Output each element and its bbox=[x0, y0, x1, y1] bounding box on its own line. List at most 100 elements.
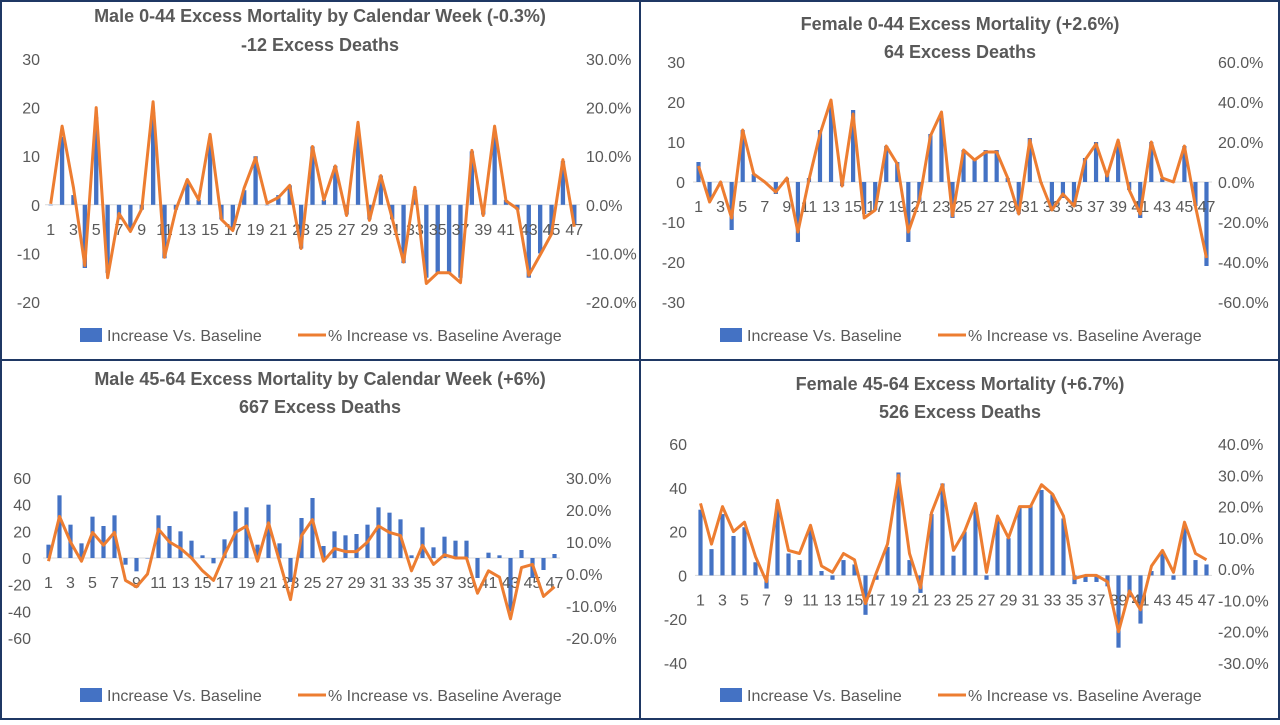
bar bbox=[376, 507, 381, 558]
y-right-tick-label: -20.0% bbox=[566, 631, 617, 648]
x-tick-label: 47 bbox=[546, 575, 564, 592]
x-tick-label: 7 bbox=[110, 575, 119, 592]
x-tick-label: 11 bbox=[150, 575, 167, 592]
y-left-tick-label: 10 bbox=[667, 135, 685, 152]
x-tick-label: 1 bbox=[694, 199, 703, 216]
x-tick-label: 43 bbox=[520, 222, 538, 239]
bar bbox=[775, 503, 780, 576]
bar bbox=[255, 544, 260, 558]
bar bbox=[1116, 142, 1121, 182]
bar bbox=[885, 546, 890, 576]
bar bbox=[1204, 564, 1209, 576]
bar bbox=[828, 106, 834, 182]
chart-female-0-44: Female 0-44 Excess Mortality (+2.6%) 64 E… bbox=[662, 14, 1269, 345]
bar bbox=[863, 575, 868, 615]
bar bbox=[321, 199, 327, 205]
bar bbox=[424, 204, 429, 278]
bar bbox=[401, 204, 406, 264]
x-tick-label: 29 bbox=[999, 199, 1017, 216]
x-tick-label: 5 bbox=[740, 592, 749, 609]
bar bbox=[464, 540, 469, 558]
x-tick-label: 31 bbox=[1022, 592, 1040, 609]
bar bbox=[1028, 505, 1033, 576]
y-right-tick-label: -40.0% bbox=[1218, 255, 1269, 272]
legend-line-label: % Increase vs. Baseline Average bbox=[968, 328, 1202, 345]
bar bbox=[387, 512, 392, 558]
bar bbox=[492, 131, 497, 205]
bar bbox=[707, 182, 712, 198]
y-left-tick-label: -20 bbox=[8, 578, 31, 595]
bar bbox=[795, 182, 801, 242]
legend-bar-label: Increase Vs. Baseline bbox=[747, 688, 902, 705]
bar bbox=[862, 182, 867, 214]
x-tick-label: 27 bbox=[338, 222, 356, 239]
x-tick-label: 39 bbox=[458, 575, 476, 592]
x-tick-label: 43 bbox=[1154, 592, 1172, 609]
x-tick-label: 15 bbox=[194, 575, 212, 592]
y-right-tick-label: 10.0% bbox=[566, 535, 611, 552]
y-right-tick-label: 10.0% bbox=[586, 149, 631, 166]
bar bbox=[940, 483, 945, 576]
bar bbox=[1027, 138, 1032, 182]
x-tick-label: 1 bbox=[46, 222, 55, 239]
y-left-tick-label: 0 bbox=[31, 198, 40, 215]
x-tick-label: 37 bbox=[1088, 592, 1106, 609]
bar bbox=[1160, 551, 1165, 576]
bar bbox=[526, 204, 531, 278]
x-tick-label: 7 bbox=[115, 222, 124, 239]
x-tick-label: 35 bbox=[1066, 592, 1084, 609]
y-left-tick-label: -10 bbox=[662, 215, 685, 232]
x-tick-label: 13 bbox=[824, 592, 842, 609]
x-tick-label: 3 bbox=[66, 575, 75, 592]
x-tick-label: 21 bbox=[260, 575, 278, 592]
y-left-tick-label: 60 bbox=[669, 437, 687, 454]
bar bbox=[310, 498, 315, 558]
x-tick-label: 9 bbox=[784, 592, 793, 609]
bar bbox=[101, 526, 106, 558]
y-right-tick-label: 30.0% bbox=[586, 52, 631, 69]
y-left-tick-label: 20 bbox=[667, 95, 685, 112]
bar bbox=[298, 204, 304, 249]
bar bbox=[1061, 518, 1066, 576]
frame-divider-horizontal bbox=[0, 359, 1280, 361]
chart-title: Female 45-64 Excess Mortality (+6.7%) bbox=[796, 374, 1125, 394]
x-tick-label: 47 bbox=[565, 222, 583, 239]
y-left-tick-label: 20 bbox=[13, 524, 31, 541]
bar bbox=[786, 553, 791, 576]
bar bbox=[128, 204, 133, 230]
x-tick-label: 25 bbox=[304, 575, 322, 592]
bar bbox=[162, 204, 167, 259]
y-right-tick-label: -20.0% bbox=[1218, 215, 1269, 232]
bar bbox=[486, 552, 491, 558]
y-left-tick-label: 40 bbox=[669, 481, 687, 498]
x-tick-label: 45 bbox=[1176, 592, 1194, 609]
series-line bbox=[49, 100, 576, 285]
x-tick-label: 27 bbox=[978, 592, 996, 609]
x-tick-label: 9 bbox=[132, 575, 141, 592]
bar bbox=[995, 518, 1000, 576]
y-left-tick-label: 30 bbox=[667, 55, 685, 72]
bar bbox=[79, 543, 84, 558]
bar bbox=[753, 562, 758, 576]
y-left-tick-label: -40 bbox=[664, 656, 687, 673]
bar bbox=[537, 204, 543, 254]
bar bbox=[59, 136, 65, 205]
bar bbox=[896, 472, 901, 576]
bar bbox=[994, 150, 999, 182]
bar bbox=[48, 204, 53, 206]
bar bbox=[1017, 507, 1022, 576]
bar bbox=[244, 507, 249, 558]
bar bbox=[1060, 182, 1066, 198]
bar bbox=[698, 509, 703, 576]
x-tick-label: 1 bbox=[44, 575, 53, 592]
chart-male-0-44: Male 0-44 Excess Mortality by Calendar W… bbox=[17, 6, 637, 345]
bar bbox=[983, 150, 988, 182]
bar bbox=[435, 204, 440, 273]
chart-panel-male-0-44: Male 0-44 Excess Mortality by Calendar W… bbox=[0, 0, 640, 360]
x-tick-label: 21 bbox=[269, 222, 287, 239]
x-tick-label: 13 bbox=[178, 222, 196, 239]
bar bbox=[709, 549, 714, 576]
bar bbox=[808, 529, 813, 576]
x-tick-label: 17 bbox=[216, 575, 234, 592]
legend-line-label: % Increase vs. Baseline Average bbox=[328, 688, 562, 705]
